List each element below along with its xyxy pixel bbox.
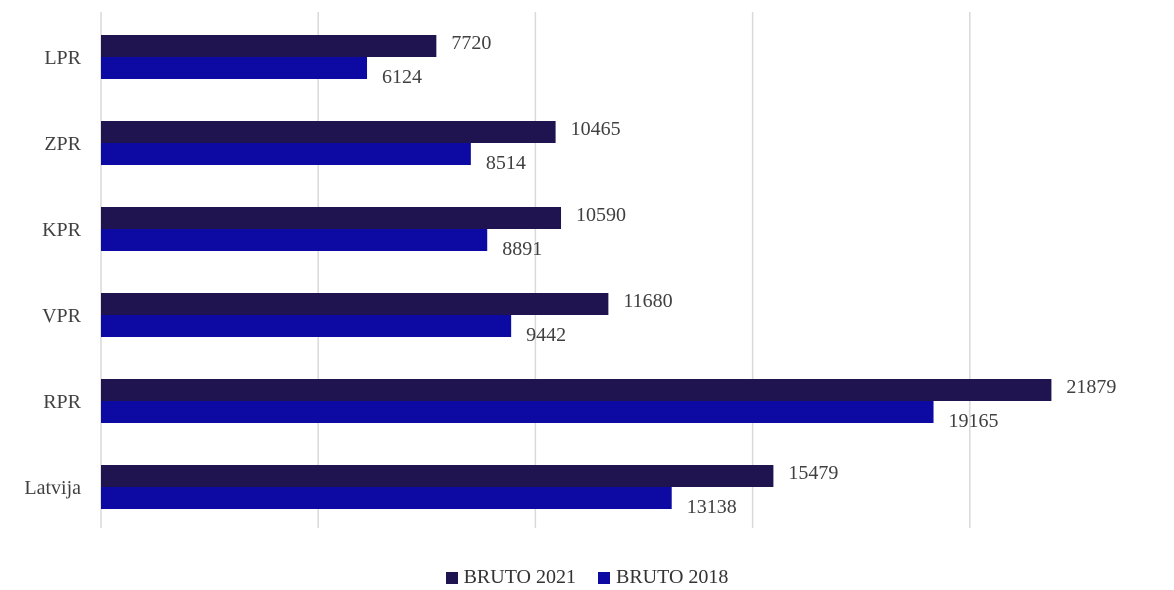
legend-item-series-1: BRUTO 2021	[445, 566, 576, 589]
data-label-vpr-series-1: 11680	[623, 290, 672, 312]
data-label-zpr-series-2: 8514	[486, 152, 526, 174]
bar-vpr-series-2	[101, 315, 512, 337]
category-label-vpr: VPR	[42, 305, 82, 327]
legend-swatch-series-2	[598, 571, 610, 584]
bar-zpr-series-1	[101, 121, 556, 143]
bar-kpr-series-2	[101, 229, 488, 251]
bar-rpr-series-2	[101, 401, 934, 423]
legend-item-series-2: BRUTO 2018	[598, 566, 728, 589]
legend-swatch-series-1	[445, 571, 458, 584]
category-label-rpr: RPR	[43, 391, 81, 413]
data-label-kpr-series-2: 8891	[502, 238, 542, 260]
bar-kpr-series-1	[101, 207, 562, 229]
category-label-latvija: Latvija	[24, 477, 81, 499]
data-label-latvija-series-2: 13138	[687, 496, 737, 518]
data-label-latvija-series-1: 15479	[788, 462, 838, 484]
bar-latvija-series-1	[101, 465, 774, 487]
data-label-vpr-series-2: 9442	[526, 324, 566, 346]
bar-lpr-series-2	[101, 57, 368, 79]
data-label-lpr-series-2: 6124	[382, 66, 422, 88]
data-label-rpr-series-1: 21879	[1066, 376, 1116, 398]
legend-label-series-2: BRUTO 2018	[616, 566, 729, 588]
data-label-zpr-series-1: 10465	[571, 118, 621, 140]
category-label-lpr: LPR	[44, 47, 81, 69]
category-label-kpr: KPR	[42, 219, 82, 241]
legend-label-series-1: BRUTO 2021	[463, 566, 576, 588]
bar-zpr-series-2	[101, 143, 471, 165]
data-label-kpr-series-1: 10590	[576, 204, 626, 226]
data-label-lpr-series-1: 7720	[451, 32, 491, 54]
bar-vpr-series-1	[101, 293, 609, 315]
data-label-rpr-series-2: 19165	[949, 410, 999, 432]
bar-rpr-series-1	[101, 379, 1052, 401]
legend: BRUTO 2021 BRUTO 2018	[0, 566, 1174, 589]
bar-latvija-series-2	[101, 487, 672, 509]
bar-lpr-series-1	[101, 35, 437, 57]
category-label-zpr: ZPR	[44, 133, 81, 155]
